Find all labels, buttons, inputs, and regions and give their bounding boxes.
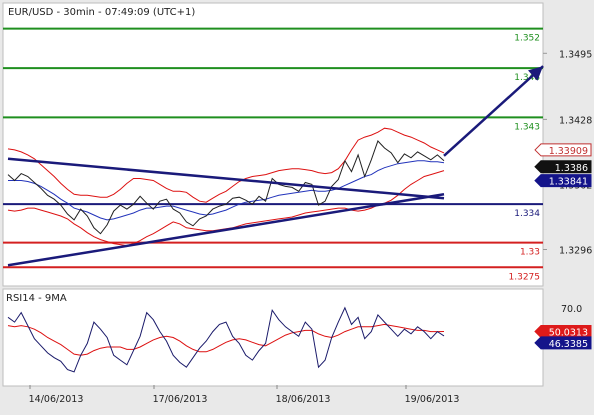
price-badge-label-0: 1.33909 bbox=[549, 146, 588, 157]
rsi-line bbox=[7, 306, 445, 373]
price-badge-label-1: 1.3386 bbox=[555, 163, 588, 174]
price-axis-label-0: 1.3495 bbox=[559, 49, 592, 60]
rsi-badge-1 bbox=[534, 336, 592, 350]
price-axis-label-3: 1.3296 bbox=[559, 246, 592, 257]
rsi-panel-title: RSI14 - 9MA bbox=[6, 293, 67, 304]
bollinger-upper-line bbox=[7, 127, 445, 203]
price-badge-2 bbox=[534, 174, 592, 188]
chart-title: EUR/USD - 30min - 07:49:09 (UTC+1) bbox=[8, 7, 195, 18]
rsi-plot-area bbox=[2, 288, 544, 387]
rsi-badge-0 bbox=[534, 325, 592, 339]
rsi-badge-label-1: 46.3385 bbox=[549, 339, 588, 350]
rsi-axis-label-0: 70.0 bbox=[561, 304, 582, 315]
level-label-0: 1.352 bbox=[514, 34, 540, 44]
level-label-1: 1.348 bbox=[514, 73, 540, 83]
level-label-3: 1.334 bbox=[514, 209, 540, 219]
projection-arrow-shaft bbox=[443, 65, 544, 157]
price-badge-1 bbox=[534, 160, 592, 174]
price-badge-label-2: 1.33841 bbox=[549, 177, 588, 188]
price-badge-0 bbox=[534, 143, 592, 157]
price-axis-label-1: 1.3428 bbox=[559, 115, 592, 126]
trendline-1 bbox=[7, 193, 445, 267]
level-label-2: 1.343 bbox=[514, 122, 540, 132]
x-axis-label-1: 17/06/2013 bbox=[153, 394, 208, 405]
bollinger-mid-line bbox=[8, 160, 445, 221]
x-axis-label-0: 14/06/2013 bbox=[29, 394, 84, 405]
level-label-4: 1.33 bbox=[520, 248, 540, 258]
projection-arrow-head bbox=[528, 66, 544, 81]
x-axis-label-3: 19/06/2013 bbox=[405, 394, 460, 405]
price-plot-area bbox=[2, 2, 544, 287]
rsi-badge-label-0: 50.0313 bbox=[549, 328, 588, 339]
price-line bbox=[7, 140, 445, 235]
level-label-5: 1.3275 bbox=[509, 272, 541, 282]
trendline-0 bbox=[7, 157, 445, 200]
x-axis-label-2: 18/06/2013 bbox=[276, 394, 331, 405]
